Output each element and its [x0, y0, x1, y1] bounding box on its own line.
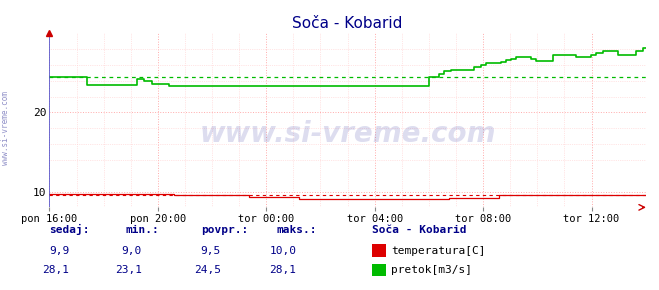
Text: 9,0: 9,0	[121, 246, 142, 256]
Title: Soča - Kobarid: Soča - Kobarid	[293, 16, 403, 31]
Text: min.:: min.:	[125, 225, 159, 235]
Text: 23,1: 23,1	[115, 265, 142, 275]
Text: www.si-vreme.com: www.si-vreme.com	[200, 120, 496, 148]
Text: 24,5: 24,5	[194, 265, 221, 275]
Text: sedaj:: sedaj:	[49, 224, 90, 235]
Text: www.si-vreme.com: www.si-vreme.com	[1, 90, 10, 165]
Text: povpr.:: povpr.:	[201, 225, 248, 235]
Text: maks.:: maks.:	[277, 225, 317, 235]
Text: 28,1: 28,1	[42, 265, 69, 275]
Text: temperatura[C]: temperatura[C]	[391, 246, 485, 256]
Text: 10,0: 10,0	[270, 246, 297, 256]
Text: pretok[m3/s]: pretok[m3/s]	[391, 265, 472, 275]
Text: Soča - Kobarid: Soča - Kobarid	[372, 225, 467, 235]
Text: 9,9: 9,9	[49, 246, 69, 256]
Text: 9,5: 9,5	[200, 246, 221, 256]
Text: 28,1: 28,1	[270, 265, 297, 275]
